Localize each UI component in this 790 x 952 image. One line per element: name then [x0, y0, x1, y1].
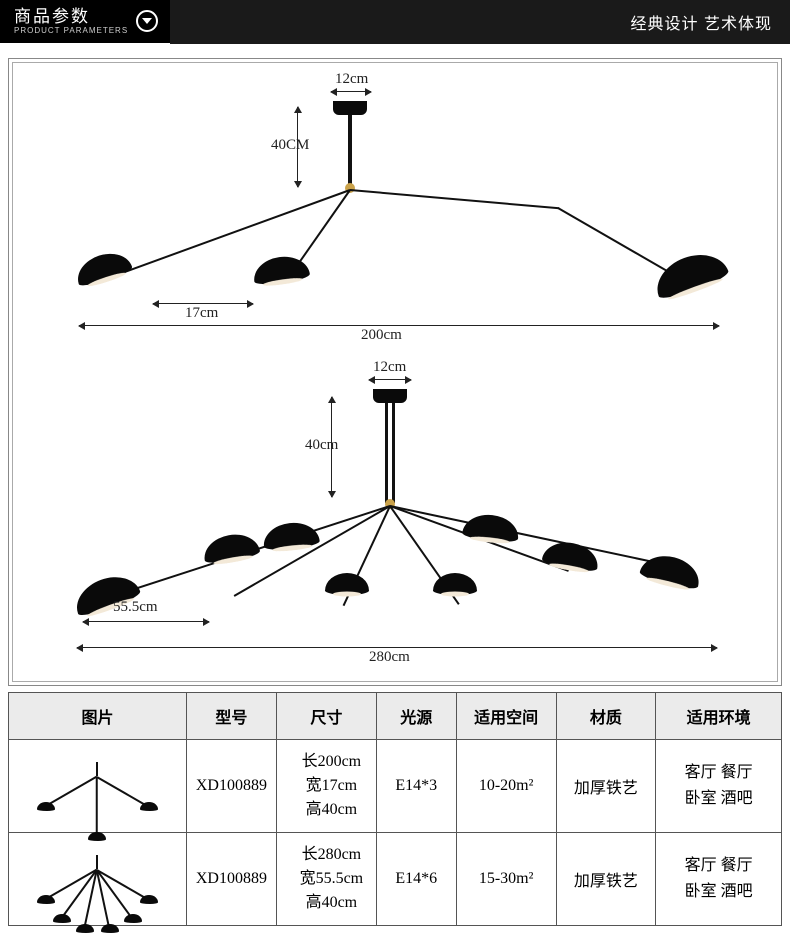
table-header: 尺寸 [276, 693, 376, 740]
lamp1-label-shade: 17cm [185, 305, 218, 322]
table-header: 材质 [556, 693, 656, 740]
cell-dims: 长200cm宽17cm高40cm [276, 740, 376, 833]
lamp1-arm-right1 [350, 189, 559, 209]
lamp1-dim-top [331, 91, 371, 92]
lamp1-arm-left [101, 189, 351, 282]
header-title-en: PRODUCT PARAMETERS [14, 27, 128, 35]
cell-model: XD100889 [186, 833, 276, 926]
cell-thumb [9, 740, 187, 833]
cell-light: E14*3 [376, 740, 456, 833]
lamp1-shade-left [72, 247, 133, 289]
table-header: 型号 [186, 693, 276, 740]
lamp2-label-shade: 55.5cm [113, 599, 158, 616]
lamp2-shade-3 [262, 520, 320, 552]
lamp1-dim-shade [153, 303, 253, 304]
lamp2-dim-shade [83, 621, 209, 622]
diagram-canvas: 12cm 40CM 17cm 200cm 12cm 40cm [12, 62, 778, 682]
table-row: XD100889长280cm宽55.5cm高40cmE14*615-30m²加厚… [9, 833, 782, 926]
cell-env: 客厅 餐厅卧室 酒吧 [656, 833, 782, 926]
cell-thumb [9, 833, 187, 926]
cell-light: E14*6 [376, 833, 456, 926]
header-left: 商品参数 PRODUCT PARAMETERS [0, 0, 170, 45]
lamp1-shade-right [649, 245, 730, 302]
lamp2-label-height: 40cm [305, 437, 338, 454]
lamp2-dim-top [369, 379, 411, 380]
lamp2-dim-total [77, 647, 717, 648]
table-header: 图片 [9, 693, 187, 740]
cell-space: 10-20m² [456, 740, 556, 833]
cell-model: XD100889 [186, 740, 276, 833]
table-header-row: 图片型号尺寸光源适用空间材质适用环境 [9, 693, 782, 740]
table-header: 适用空间 [456, 693, 556, 740]
lamp2-shade-6 [639, 550, 704, 592]
chevron-down-icon [136, 10, 158, 32]
lamp1-arm-right2 [558, 207, 680, 279]
lamp2-shade-3b [325, 573, 369, 595]
lamp2-stem2 [392, 403, 395, 503]
cell-dims: 长280cm宽55.5cm高40cm [276, 833, 376, 926]
spec-table: 图片型号尺寸光源适用空间材质适用环境 XD100889长200cm宽17cm高4… [8, 692, 782, 926]
lamp2-canopy [373, 389, 407, 403]
diagram-frame: 12cm 40CM 17cm 200cm 12cm 40cm [8, 58, 782, 686]
table-row: XD100889长200cm宽17cm高40cmE14*310-20m²加厚铁艺… [9, 740, 782, 833]
lamp1-label-total: 200cm [361, 327, 402, 344]
header-title-cn: 商品参数 [14, 8, 128, 25]
cell-space: 15-30m² [456, 833, 556, 926]
lamp2-label-top: 12cm [373, 359, 406, 376]
cell-material: 加厚铁艺 [556, 833, 656, 926]
header-slogan: 经典设计 艺术体现 [631, 10, 790, 34]
lamp1-canopy [333, 101, 367, 115]
table-header: 适用环境 [656, 693, 782, 740]
lamp1-label-height: 40CM [271, 137, 309, 154]
lamp2-shade-5b [541, 538, 601, 573]
lamp1-label-top: 12cm [335, 71, 368, 88]
header-bar: 商品参数 PRODUCT PARAMETERS 经典设计 艺术体现 [0, 0, 790, 44]
lamp2-stem [385, 403, 388, 503]
lamp2-shade-2 [201, 530, 261, 565]
lamp2-shade-5 [462, 512, 520, 544]
lamp2-label-total: 280cm [369, 649, 410, 666]
cell-material: 加厚铁艺 [556, 740, 656, 833]
lamp1-dim-total [79, 325, 719, 326]
cell-env: 客厅 餐厅卧室 酒吧 [656, 740, 782, 833]
lamp1-stem [348, 115, 352, 189]
table-header: 光源 [376, 693, 456, 740]
